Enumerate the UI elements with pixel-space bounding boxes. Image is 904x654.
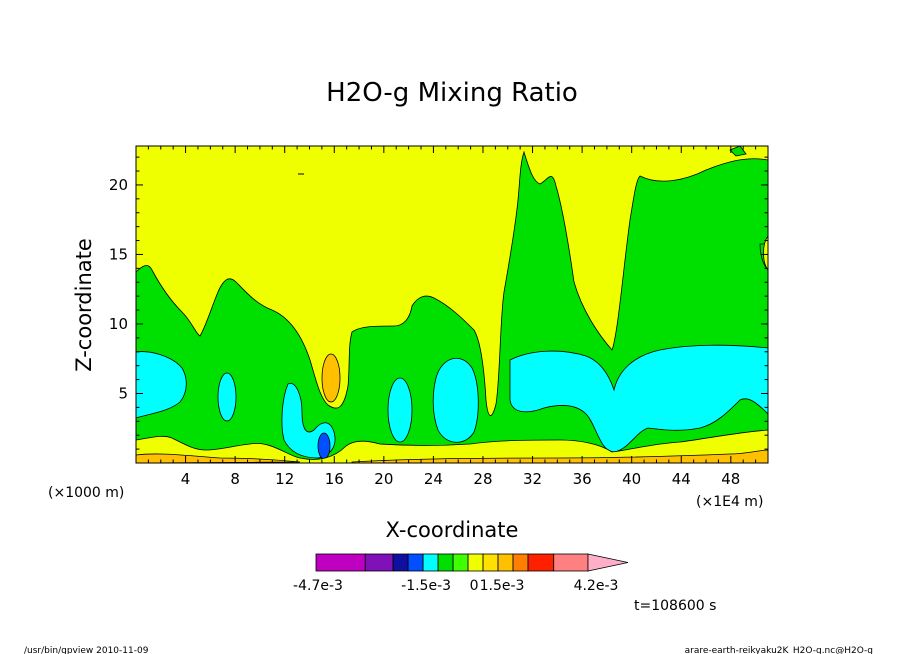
y-tick-label: 20 [109, 176, 128, 194]
colorbar-box [497, 553, 514, 572]
colorbar-label: 1.5e-3 [480, 578, 525, 594]
colorbar-label: -1.5e-3 [401, 578, 451, 594]
colorbar-box [437, 553, 454, 572]
colorbar-arrow [587, 553, 629, 572]
y-tick-label: 10 [109, 315, 128, 333]
colorbar-box [553, 553, 589, 572]
footer-right: arare-earth-reikyaku2K_H2O-g.nc@H2O-g [685, 646, 873, 654]
x-tick-label: 28 [473, 470, 492, 488]
x-tick-label: 36 [573, 470, 592, 488]
x-axis: 4 8 12 16 20 24 28 32 36 40 44 48 [147, 146, 757, 488]
x-tick-label: 40 [622, 470, 641, 488]
y-axis-label: Z-coordinate [72, 238, 96, 372]
colorbar-box [452, 553, 469, 572]
colorbar: -4.7e-3 -1.5e-3 0 1.5e-3 4.2e-3 [293, 553, 629, 594]
x-tick-label: 44 [672, 470, 691, 488]
colorbar-label: -4.7e-3 [293, 578, 343, 594]
colorbar-box [527, 553, 555, 572]
y-tick-label: 5 [118, 384, 128, 402]
colorbar-label: 0 [470, 578, 479, 594]
x-tick-label: 8 [230, 470, 240, 488]
y-unit-label: (×1000 m) [48, 485, 124, 501]
colorbar-box [422, 553, 439, 572]
x-tick-label: 32 [523, 470, 542, 488]
x-tick-label: 12 [275, 470, 294, 488]
colorbar-box [512, 553, 529, 572]
x-tick-label: 16 [325, 470, 344, 488]
chart-title: H2O-g Mixing Ratio [326, 78, 578, 108]
y-axis: 5 10 15 20 [109, 156, 768, 450]
colorbar-box [467, 553, 484, 572]
x-tick-label: 48 [721, 470, 740, 488]
footer-left: /usr/bin/gpview 2010-11-09 [24, 646, 149, 654]
colorbar-box [392, 553, 409, 572]
colorbar-box [315, 553, 366, 572]
x-tick-label: 4 [181, 470, 191, 488]
colorbar-box [407, 553, 424, 572]
x-tick-label: 20 [374, 470, 393, 488]
colorbar-box [364, 553, 394, 572]
y-tick-label: 15 [109, 245, 128, 263]
x-unit-label: (×1E4 m) [696, 494, 763, 510]
colorbar-label: 4.2e-3 [574, 578, 619, 594]
x-tick-label: 24 [424, 470, 443, 488]
time-label: t=108600 s [634, 598, 716, 614]
colorbar-box [482, 553, 499, 572]
contour-field [135, 145, 769, 464]
x-axis-label: X-coordinate [386, 518, 519, 542]
